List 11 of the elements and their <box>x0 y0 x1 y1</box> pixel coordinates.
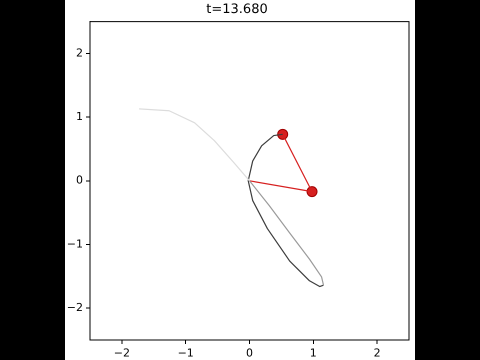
y-tick-label: −1 <box>66 237 83 250</box>
x-tick-label: −1 <box>178 346 194 360</box>
x-tick-label: −2 <box>114 346 130 360</box>
y-tick-label: 0 <box>76 174 83 187</box>
y-tick-label: 1 <box>76 110 83 123</box>
x-tick-label: 1 <box>310 346 317 360</box>
x-tick-label: 0 <box>246 346 253 360</box>
y-tick-label: 2 <box>76 46 83 60</box>
x-tick-label: 2 <box>374 346 381 360</box>
chart-title: t=13.680 <box>206 2 268 18</box>
y-tick-label: −2 <box>66 301 83 314</box>
